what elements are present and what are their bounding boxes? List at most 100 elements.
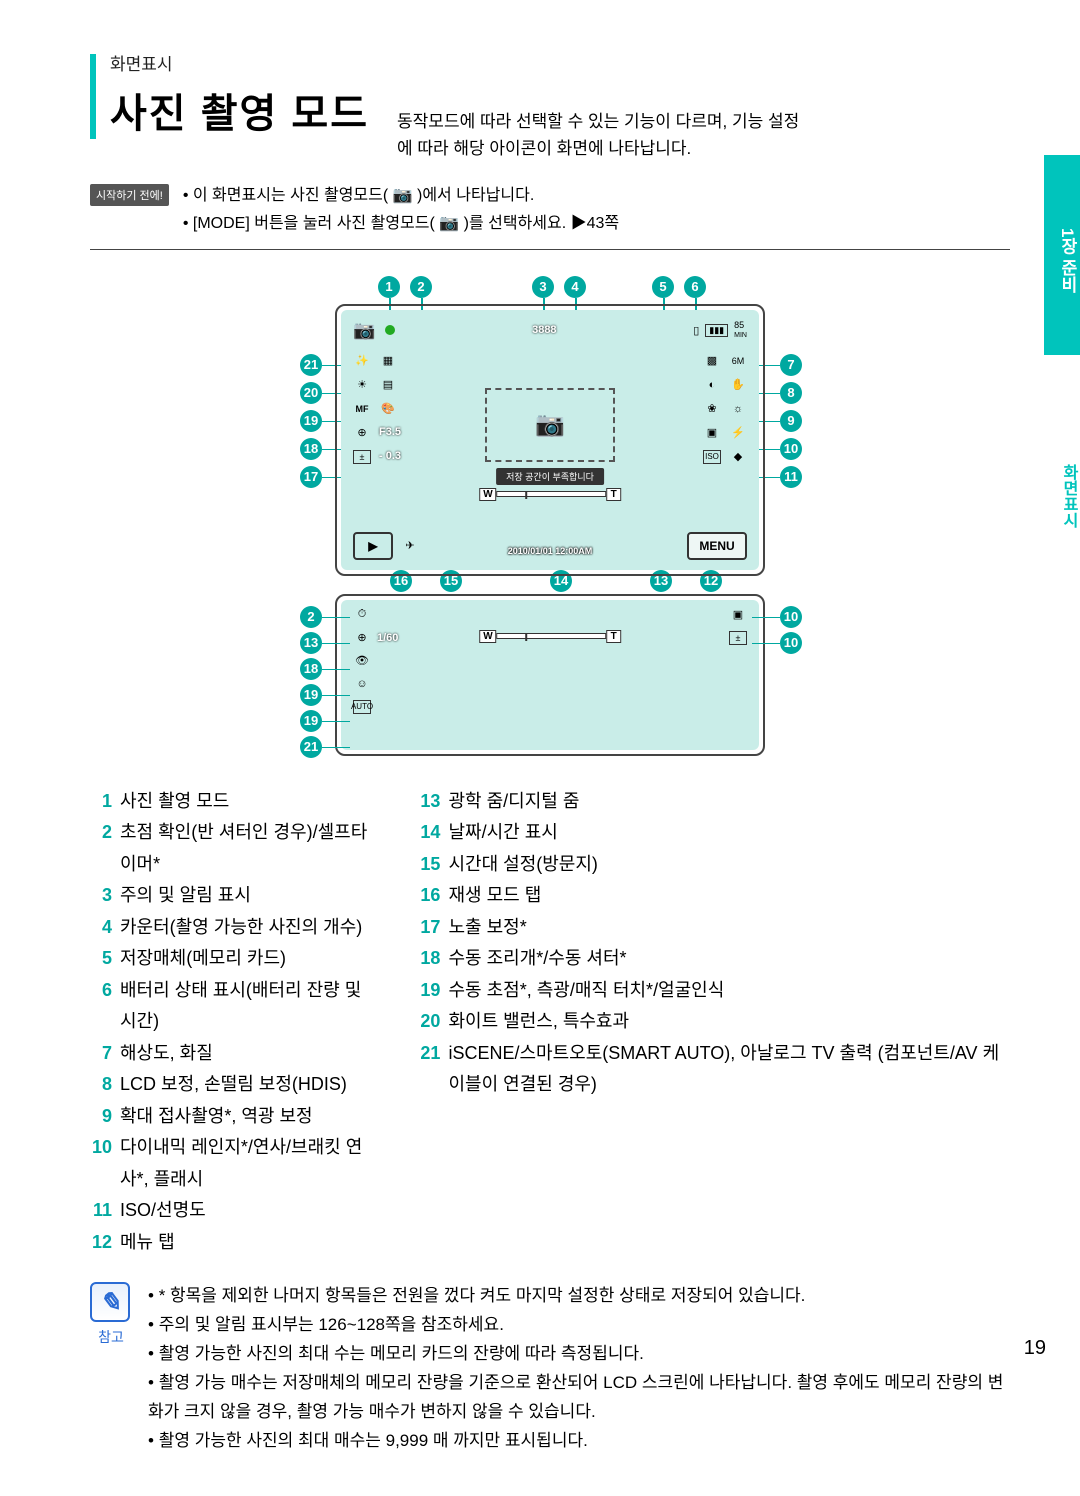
shutter-value: 1/60 (377, 632, 398, 644)
callout: 20 (300, 382, 322, 404)
lcd-screen: 📷 3888 ▯ ▮▮▮ 85MIN (335, 304, 765, 576)
legend-item: 7해상도, 화질 (90, 1038, 378, 1070)
sharpness-icon: ◆ (729, 450, 747, 464)
callout: 21 (300, 736, 322, 758)
callout: 19 (300, 410, 322, 432)
resolution-icon: ▩ (703, 354, 721, 368)
callout: 19 (300, 710, 322, 732)
before-start-list: 이 화면표시는 사진 촬영모드( 📷 )에서 나타납니다. [MODE] 버튼을… (183, 182, 619, 236)
accent-bar (90, 54, 96, 139)
page: 화면표시 사진 촬영 모드 동작모드에 따라 선택할 수 있는 기능이 다르며,… (0, 0, 1080, 1496)
face-icon: ☺ (353, 677, 371, 691)
flash-icon: ⚡ (729, 426, 747, 440)
callout: 18 (300, 658, 322, 680)
note-item: 촬영 가능한 사진의 최대 매수는 9,999 매 까지만 표시됩니다. (148, 1427, 1010, 1456)
note-box: ✎ 참고 * 항목을 제외한 나머지 항목들은 전원을 껐다 켜도 마지막 설정… (90, 1282, 1010, 1455)
battery-icon: ▮▮▮ (705, 324, 728, 337)
callout: 11 (780, 466, 802, 488)
timezone-icon: ✈ (401, 539, 419, 553)
auto-icon: AUTO (353, 700, 371, 714)
callout: 10 (780, 632, 802, 654)
ev-icon: ± (353, 450, 371, 464)
legend-item: 1사진 촬영 모드 (90, 786, 378, 818)
macro-icon: ❀ (703, 402, 721, 416)
callout: 6 (684, 276, 706, 298)
callout: 1 (378, 276, 400, 298)
legend-item: 13광학 줌/디지털 줌 (418, 786, 1010, 818)
timer-icon: ⏱ (353, 608, 371, 622)
page-title: 사진 촬영 모드 (110, 81, 369, 139)
diagram: 1 2 3 4 5 6 21 20 19 18 17 7 8 (90, 280, 1010, 756)
before-start: 시작하기 전에! 이 화면표시는 사진 촬영모드( 📷 )에서 나타납니다. [… (90, 182, 1010, 236)
legend-item: 9확대 접사촬영*, 역광 보정 (90, 1101, 378, 1133)
lcd-adjust-icon: ◐ (703, 378, 721, 392)
zoom-t: T (607, 488, 621, 501)
effect-icon: ▤ (379, 378, 397, 392)
callout: 5 (652, 276, 674, 298)
backlight-icon: ☼ (729, 402, 747, 416)
callout: 2 (300, 606, 322, 628)
zoom-w: W (479, 630, 496, 643)
mf-icon: 👁 (353, 654, 371, 668)
metering-icon: ▦ (379, 354, 397, 368)
legend-item: 2초점 확인(반 셔터인 경우)/셀프타이머* (90, 817, 378, 880)
zoom-w: W (479, 488, 496, 501)
legend-item: 12메뉴 탭 (90, 1227, 378, 1259)
note-item: 촬영 가능 매수는 저장매체의 메모리 잔량을 기준으로 환산되어 LCD 스크… (148, 1369, 1010, 1427)
legend-item: 6배터리 상태 표시(배터리 잔량 및 시간) (90, 975, 378, 1038)
battery-time: 85MIN (734, 321, 747, 339)
shutter-icon: ⊕ (353, 631, 371, 645)
callout: 3 (532, 276, 554, 298)
zoom-t: T (607, 630, 621, 643)
note-item: 주의 및 알림 표시부는 126~128쪽을 참조하세요. (148, 1311, 1010, 1340)
zoom-track (497, 633, 607, 639)
callout: 10 (780, 606, 802, 628)
warning-text: 저장 공간이 부족합니다 (496, 468, 604, 485)
legend-item: 5저장매체(메모리 카드) (90, 943, 378, 975)
legend-item: 16재생 모드 탭 (418, 880, 1010, 912)
palette-icon: 🎨 (379, 402, 397, 416)
callout: 7 (780, 354, 802, 376)
callout: 4 (564, 276, 586, 298)
callout: 18 (300, 438, 322, 460)
section-label: 화면표시 (110, 50, 1010, 75)
note-item: * 항목을 제외한 나머지 항목들은 전원을 껐다 켜도 마지막 설정한 상태로… (148, 1282, 1010, 1311)
datetime-value: 2010/01/01 12:00AM (508, 546, 593, 556)
note-list: * 항목을 제외한 나머지 항목들은 전원을 껐다 켜도 마지막 설정한 상태로… (148, 1282, 1010, 1455)
counter-value: 3888 (532, 324, 556, 336)
drange-icon: ▣ (703, 426, 721, 440)
header: 화면표시 사진 촬영 모드 동작모드에 따라 선택할 수 있는 기능이 다르며,… (90, 50, 1010, 162)
legend-item: 14날짜/시간 표시 (418, 817, 1010, 849)
wb-icon: ☀ (353, 378, 371, 392)
aperture-value: F3.5 (379, 426, 401, 440)
callout: 21 (300, 354, 322, 376)
iso-icon: ISO (703, 450, 721, 464)
ev-value: - 0.3 (379, 450, 401, 464)
side-tab-section: 화면표시 (1044, 430, 1080, 550)
legend-item: 17노출 보정* (418, 912, 1010, 944)
legend-item: 11ISO/선명도 (90, 1195, 378, 1227)
aperture-icon: ⊕ (353, 426, 371, 440)
legend-item: 4카운터(촬영 가능한 사진의 개수) (90, 912, 378, 944)
card-icon: ▯ (693, 324, 699, 337)
ev-icon: ± (729, 631, 747, 645)
before-start-badge: 시작하기 전에! (90, 184, 169, 206)
mf-icon: MF (353, 402, 371, 416)
page-number: 19 (1024, 1337, 1046, 1360)
divider (90, 249, 1010, 250)
legend: 1사진 촬영 모드 2초점 확인(반 셔터인 경우)/셀프타이머* 3주의 및 … (90, 786, 1010, 1259)
callout: 17 (300, 466, 322, 488)
subtitle-line: 에 따라 해당 아이콘이 화면에 나타납니다. (397, 139, 691, 158)
focus-frame: 📷 (485, 388, 615, 462)
menu-button[interactable]: MENU (687, 532, 747, 560)
callout: 10 (780, 438, 802, 460)
burst-icon: ▣ (729, 608, 747, 622)
legend-item: 20화이트 밸런스, 특수효과 (418, 1006, 1010, 1038)
note-item: 촬영 가능한 사진의 최대 수는 메모리 카드의 잔량에 따라 측정됩니다. (148, 1340, 1010, 1369)
hdis-icon: ✋ (729, 378, 747, 392)
callout: 9 (780, 410, 802, 432)
legend-item: 21iSCENE/스마트오토(SMART AUTO), 아날로그 TV 출력 (… (418, 1038, 1010, 1101)
callout: 8 (780, 382, 802, 404)
legend-col-right: 13광학 줌/디지털 줌 14날짜/시간 표시 15시간대 설정(방문지) 16… (418, 786, 1010, 1259)
playback-button[interactable]: ▶ (353, 532, 393, 560)
